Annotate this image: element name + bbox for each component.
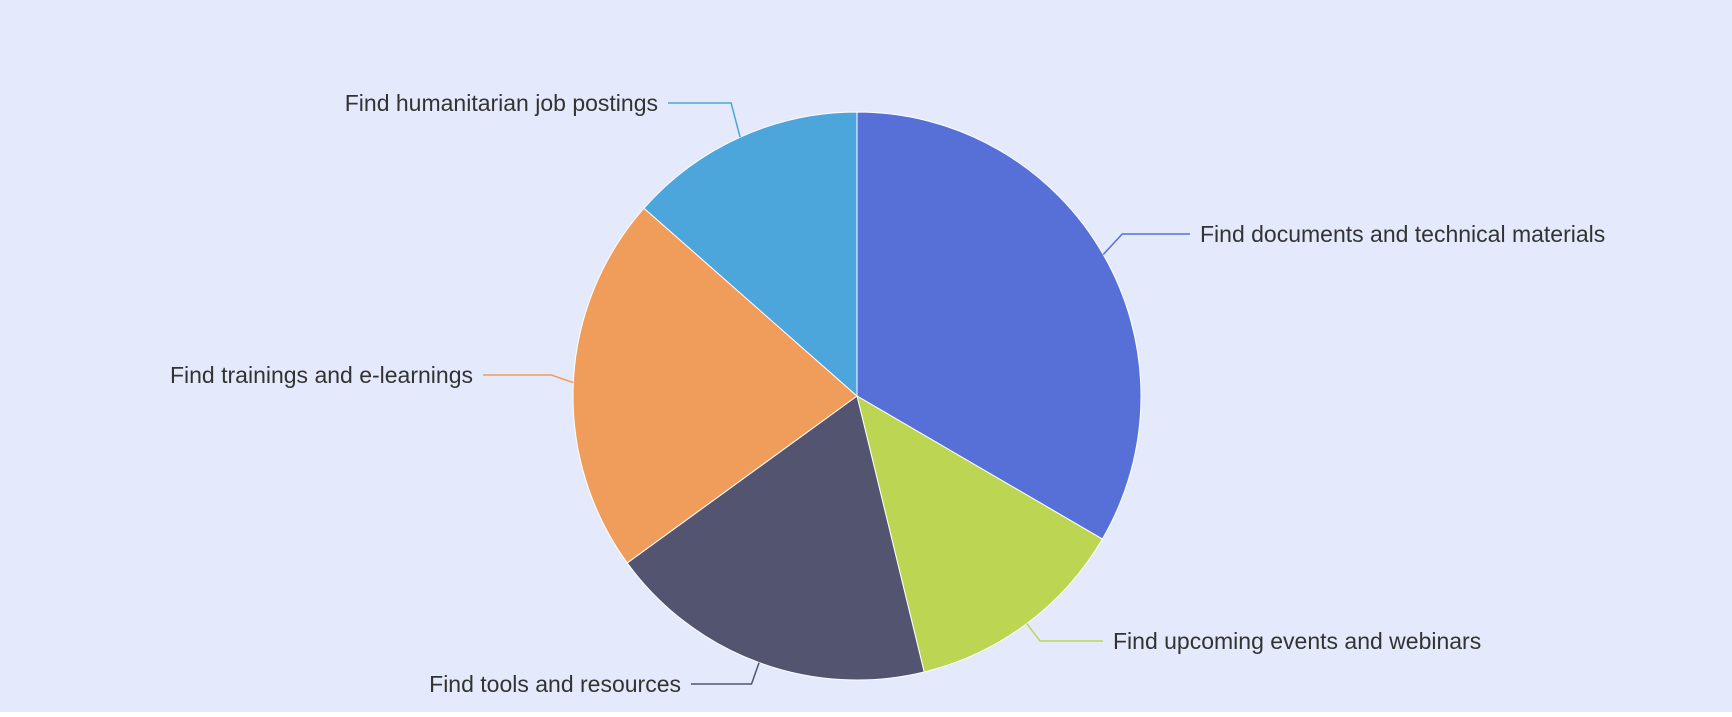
label-leader-lines [483,102,1190,685]
slice-label-find-trainings-and-e-learnings: Find trainings and e-learnings [170,362,473,388]
slice-label-find-humanitarian-job-postings: Find humanitarian job postings [345,90,658,116]
slice-label-find-upcoming-events-and-webinars: Find upcoming events and webinars [1113,628,1481,654]
pie-slice-find-tools-and-resources[interactable] [626,395,925,681]
pie-slice-find-trainings-and-e-learnings[interactable] [572,207,858,564]
slice-labels: Find documents and technical materials Fi… [170,90,1605,697]
slice-label-find-tools-and-resources: Find tools and resources [429,671,681,697]
pie-slice-find-upcoming-events-and-webinars[interactable] [856,394,1104,673]
leader-line-find-humanitarian-job-postings [668,102,741,138]
pie-slice-find-documents-and-technical-materials[interactable] [856,111,1142,540]
leader-line-find-trainings-and-e-learnings [483,374,574,384]
leader-line-find-tools-and-resources [691,662,760,685]
pie-slices [572,111,1142,681]
slice-label-find-documents-and-technical-materials: Find documents and technical materials [1200,221,1605,247]
leader-line-find-upcoming-events-and-webinars [1026,623,1103,642]
leader-line-find-documents-and-technical-materials [1102,233,1190,256]
